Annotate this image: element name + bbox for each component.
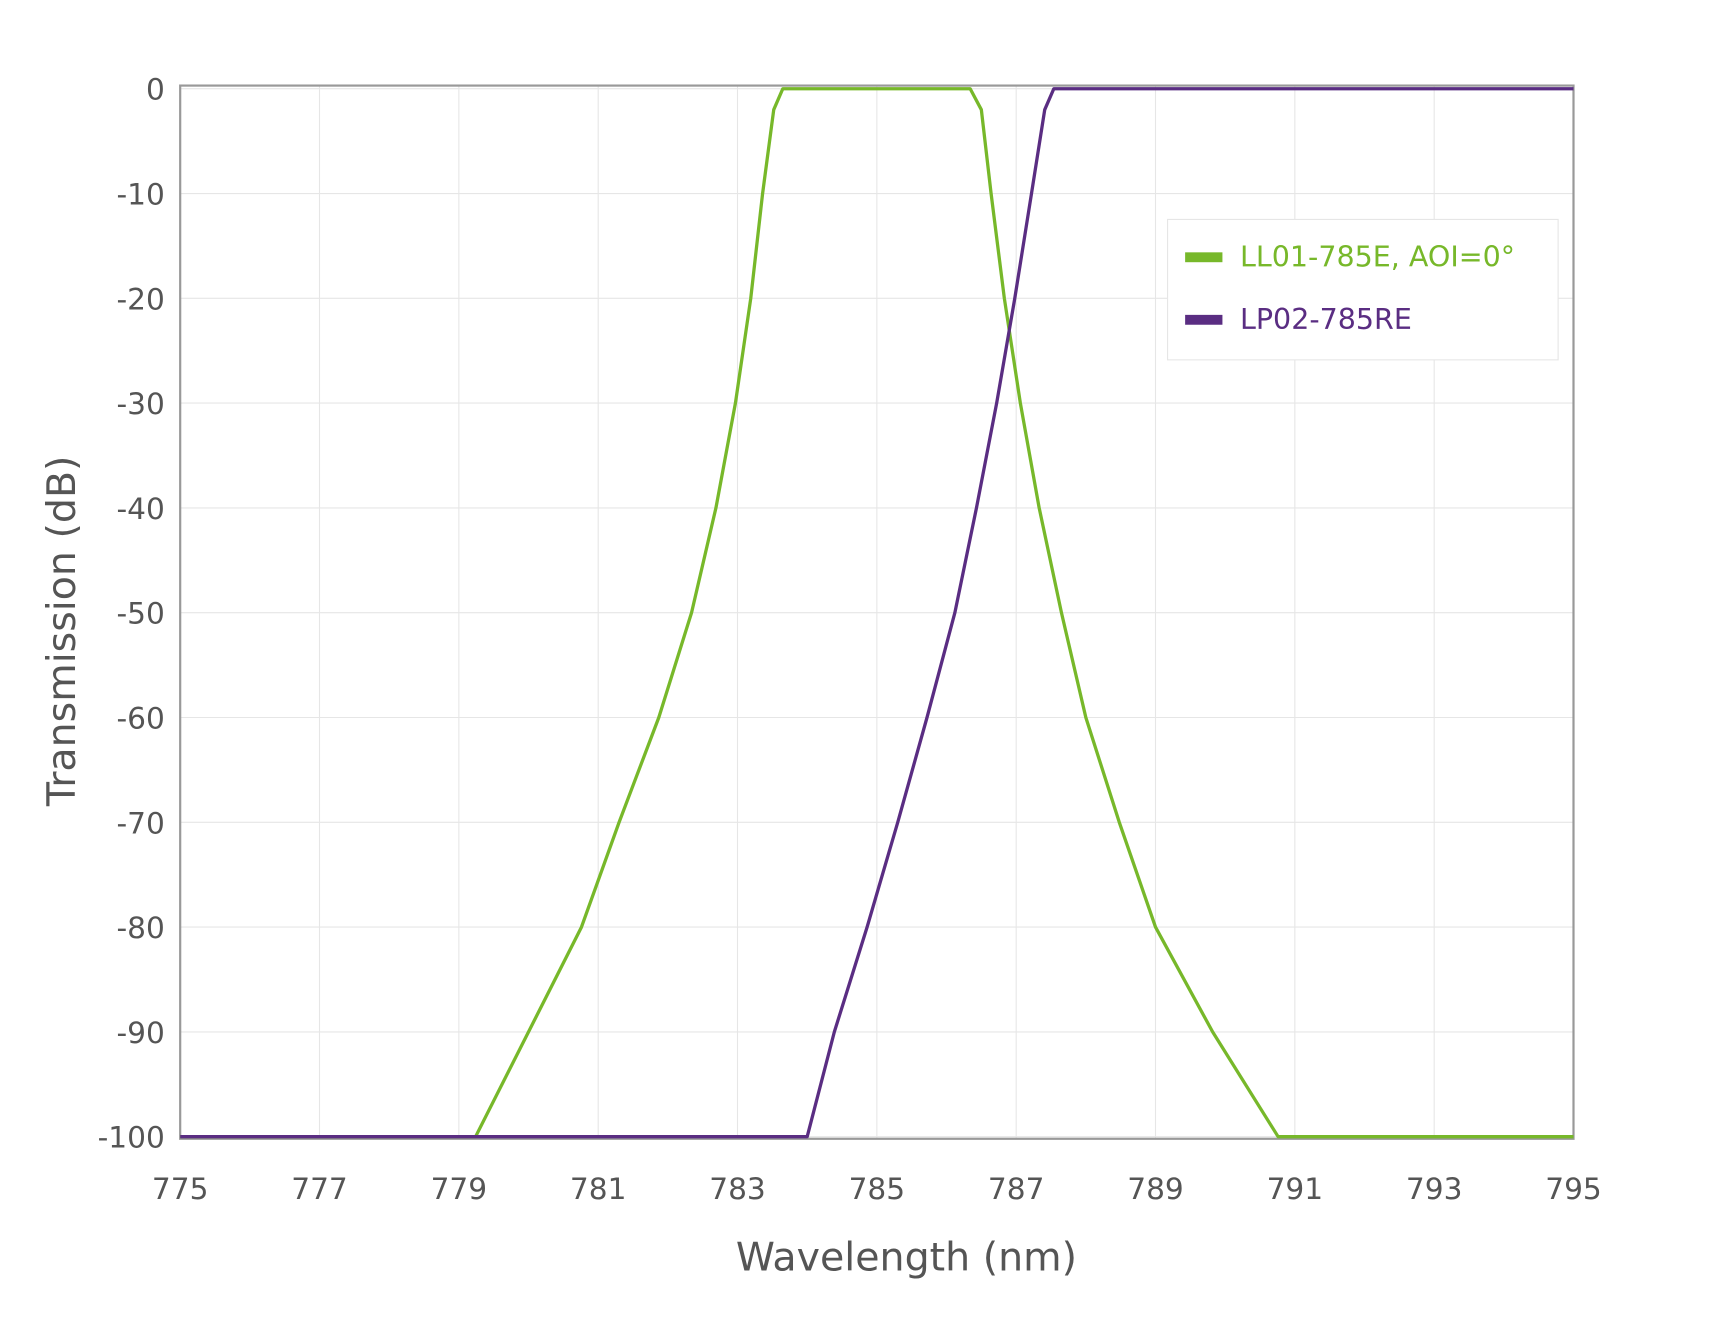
series-line [180, 87, 1574, 1139]
legend-swatch [1185, 252, 1223, 263]
y-tick-label: -40 [116, 492, 164, 526]
y-tick-label: -60 [116, 701, 164, 735]
x-tick-label: 791 [1267, 1172, 1324, 1206]
x-tick-label: 787 [988, 1172, 1045, 1206]
series-line [180, 87, 1574, 1139]
legend: LL01-785E, AOI=0° LP02-785RE [1167, 218, 1559, 361]
x-tick-label: 781 [570, 1172, 627, 1206]
legend-box [1167, 218, 1559, 361]
y-tick-label: -20 [116, 282, 164, 316]
x-tick-label: 785 [849, 1172, 906, 1206]
y-tick-label: -90 [116, 1016, 164, 1050]
legend-label: LP02-785RE [1240, 303, 1412, 336]
y-tick-label: -50 [116, 597, 164, 631]
x-tick-label: 789 [1127, 1172, 1184, 1206]
legend-swatch [1185, 314, 1223, 325]
x-tick-label: 793 [1406, 1172, 1463, 1206]
y-tick-label: -10 [116, 177, 164, 211]
y-tick-label: 0 [146, 73, 165, 107]
x-axis-title: Wavelength (nm) [736, 1234, 1077, 1280]
x-tick-label: 775 [152, 1172, 209, 1206]
x-tick-label: 777 [291, 1172, 348, 1206]
y-tick-label: -80 [116, 911, 164, 945]
plot-frame [179, 84, 1575, 1140]
x-tick-label: 783 [709, 1172, 766, 1206]
y-axis-title: Transmission (dB) [39, 456, 85, 808]
y-tick-label: -100 [98, 1121, 165, 1155]
x-tick-label: 779 [431, 1172, 488, 1206]
y-tick-label: -70 [116, 806, 164, 840]
y-tick-label: -30 [116, 387, 164, 421]
x-tick-label: 795 [1545, 1172, 1602, 1206]
legend-label: LL01-785E, AOI=0° [1240, 241, 1515, 274]
